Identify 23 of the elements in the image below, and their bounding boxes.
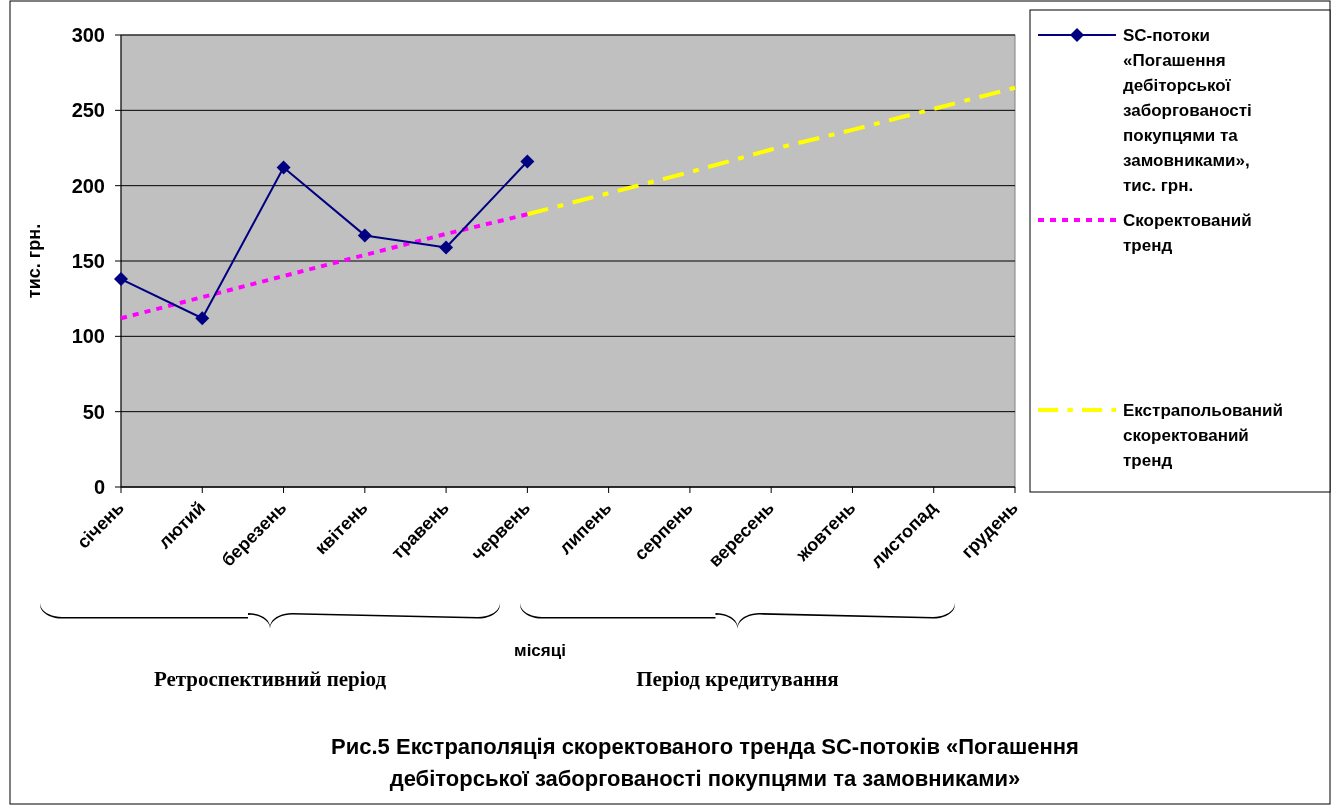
y-tick-label: 150 [71,250,105,272]
y-tick-label: 100 [71,325,105,348]
line-series [525,85,1017,217]
point [114,272,128,287]
text: Ретроспективний період [153,667,387,691]
point [195,311,210,326]
text: Період кредитування [636,667,839,691]
legend-label: Скоректований тренд [1123,210,1252,255]
x-axis-title: місяці [514,641,566,660]
y-tick-label: 200 [71,174,105,197]
legend-label: Екстрапольований скоректований тренд [1123,400,1283,470]
y-tick-label: 50 [82,400,105,423]
text: Рис.5 Екстраполяція скоректованого тренда SC-потоків «Погашення дебіторської заборгованості покупцями та замовниками» [331,734,1079,791]
point [276,160,291,175]
y-tick-label: 300 [71,24,105,46]
legend-label: SC-потоки «Погашення дебіторської заборгованості покупцями та замовниками», тис. грн. [1123,25,1252,195]
y-axis-title: тис. грн. [24,223,44,299]
line-series [119,212,530,321]
y-tick-label: 0 [93,476,105,498]
y-tick-label: 250 [71,99,105,122]
point [439,240,454,255]
point [357,228,372,243]
point [520,154,535,169]
